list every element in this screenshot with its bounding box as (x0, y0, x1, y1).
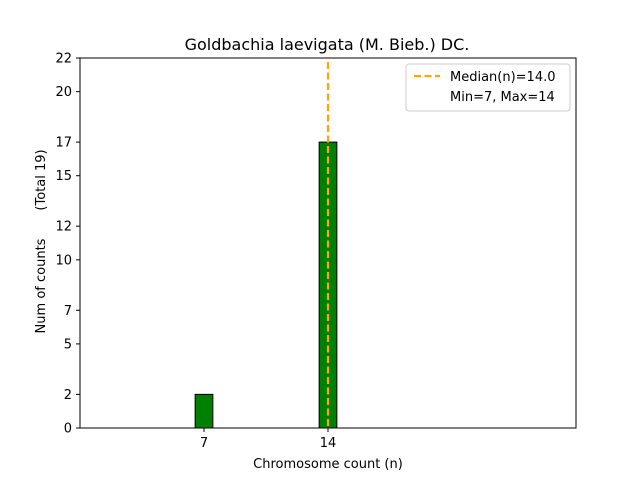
y-tick-label: 10 (55, 253, 72, 268)
y-tick-label: 7 (64, 304, 72, 319)
y-tick-label: 2 (64, 388, 72, 403)
bar-7 (194, 393, 214, 429)
y-tick-label: 0 (64, 422, 72, 437)
y-axis-total-label: (Total 19) (34, 149, 49, 210)
y-tick-label: 20 (55, 85, 72, 100)
x-axis-label: Chromosome count (n) (253, 457, 403, 472)
y-tick-label: 22 (55, 52, 72, 67)
legend-box (405, 63, 571, 112)
y-tick-label: 5 (64, 337, 72, 352)
x-tick-label: 14 (320, 436, 337, 451)
y-tick-label: 17 (55, 136, 72, 151)
legend-median-label: Median(n)=14.0 (450, 70, 556, 85)
x-tick-label: 7 (200, 436, 208, 451)
y-axis-label: Num of counts (34, 238, 49, 333)
chart-title: Goldbachia laevigata (M. Bieb.) DC. (185, 35, 470, 54)
y-tick-label: 12 (55, 220, 72, 235)
legend-minmax-label: Min=7, Max=14 (450, 90, 555, 105)
y-axis-ticks: 0 2 5 7 10 12 15 17 20 22 (55, 52, 80, 437)
y-tick-label: 15 (55, 169, 72, 184)
legend: Median(n)=14.0 Min=7, Max=14 (405, 63, 571, 112)
x-axis-ticks: 7 14 (200, 428, 336, 451)
